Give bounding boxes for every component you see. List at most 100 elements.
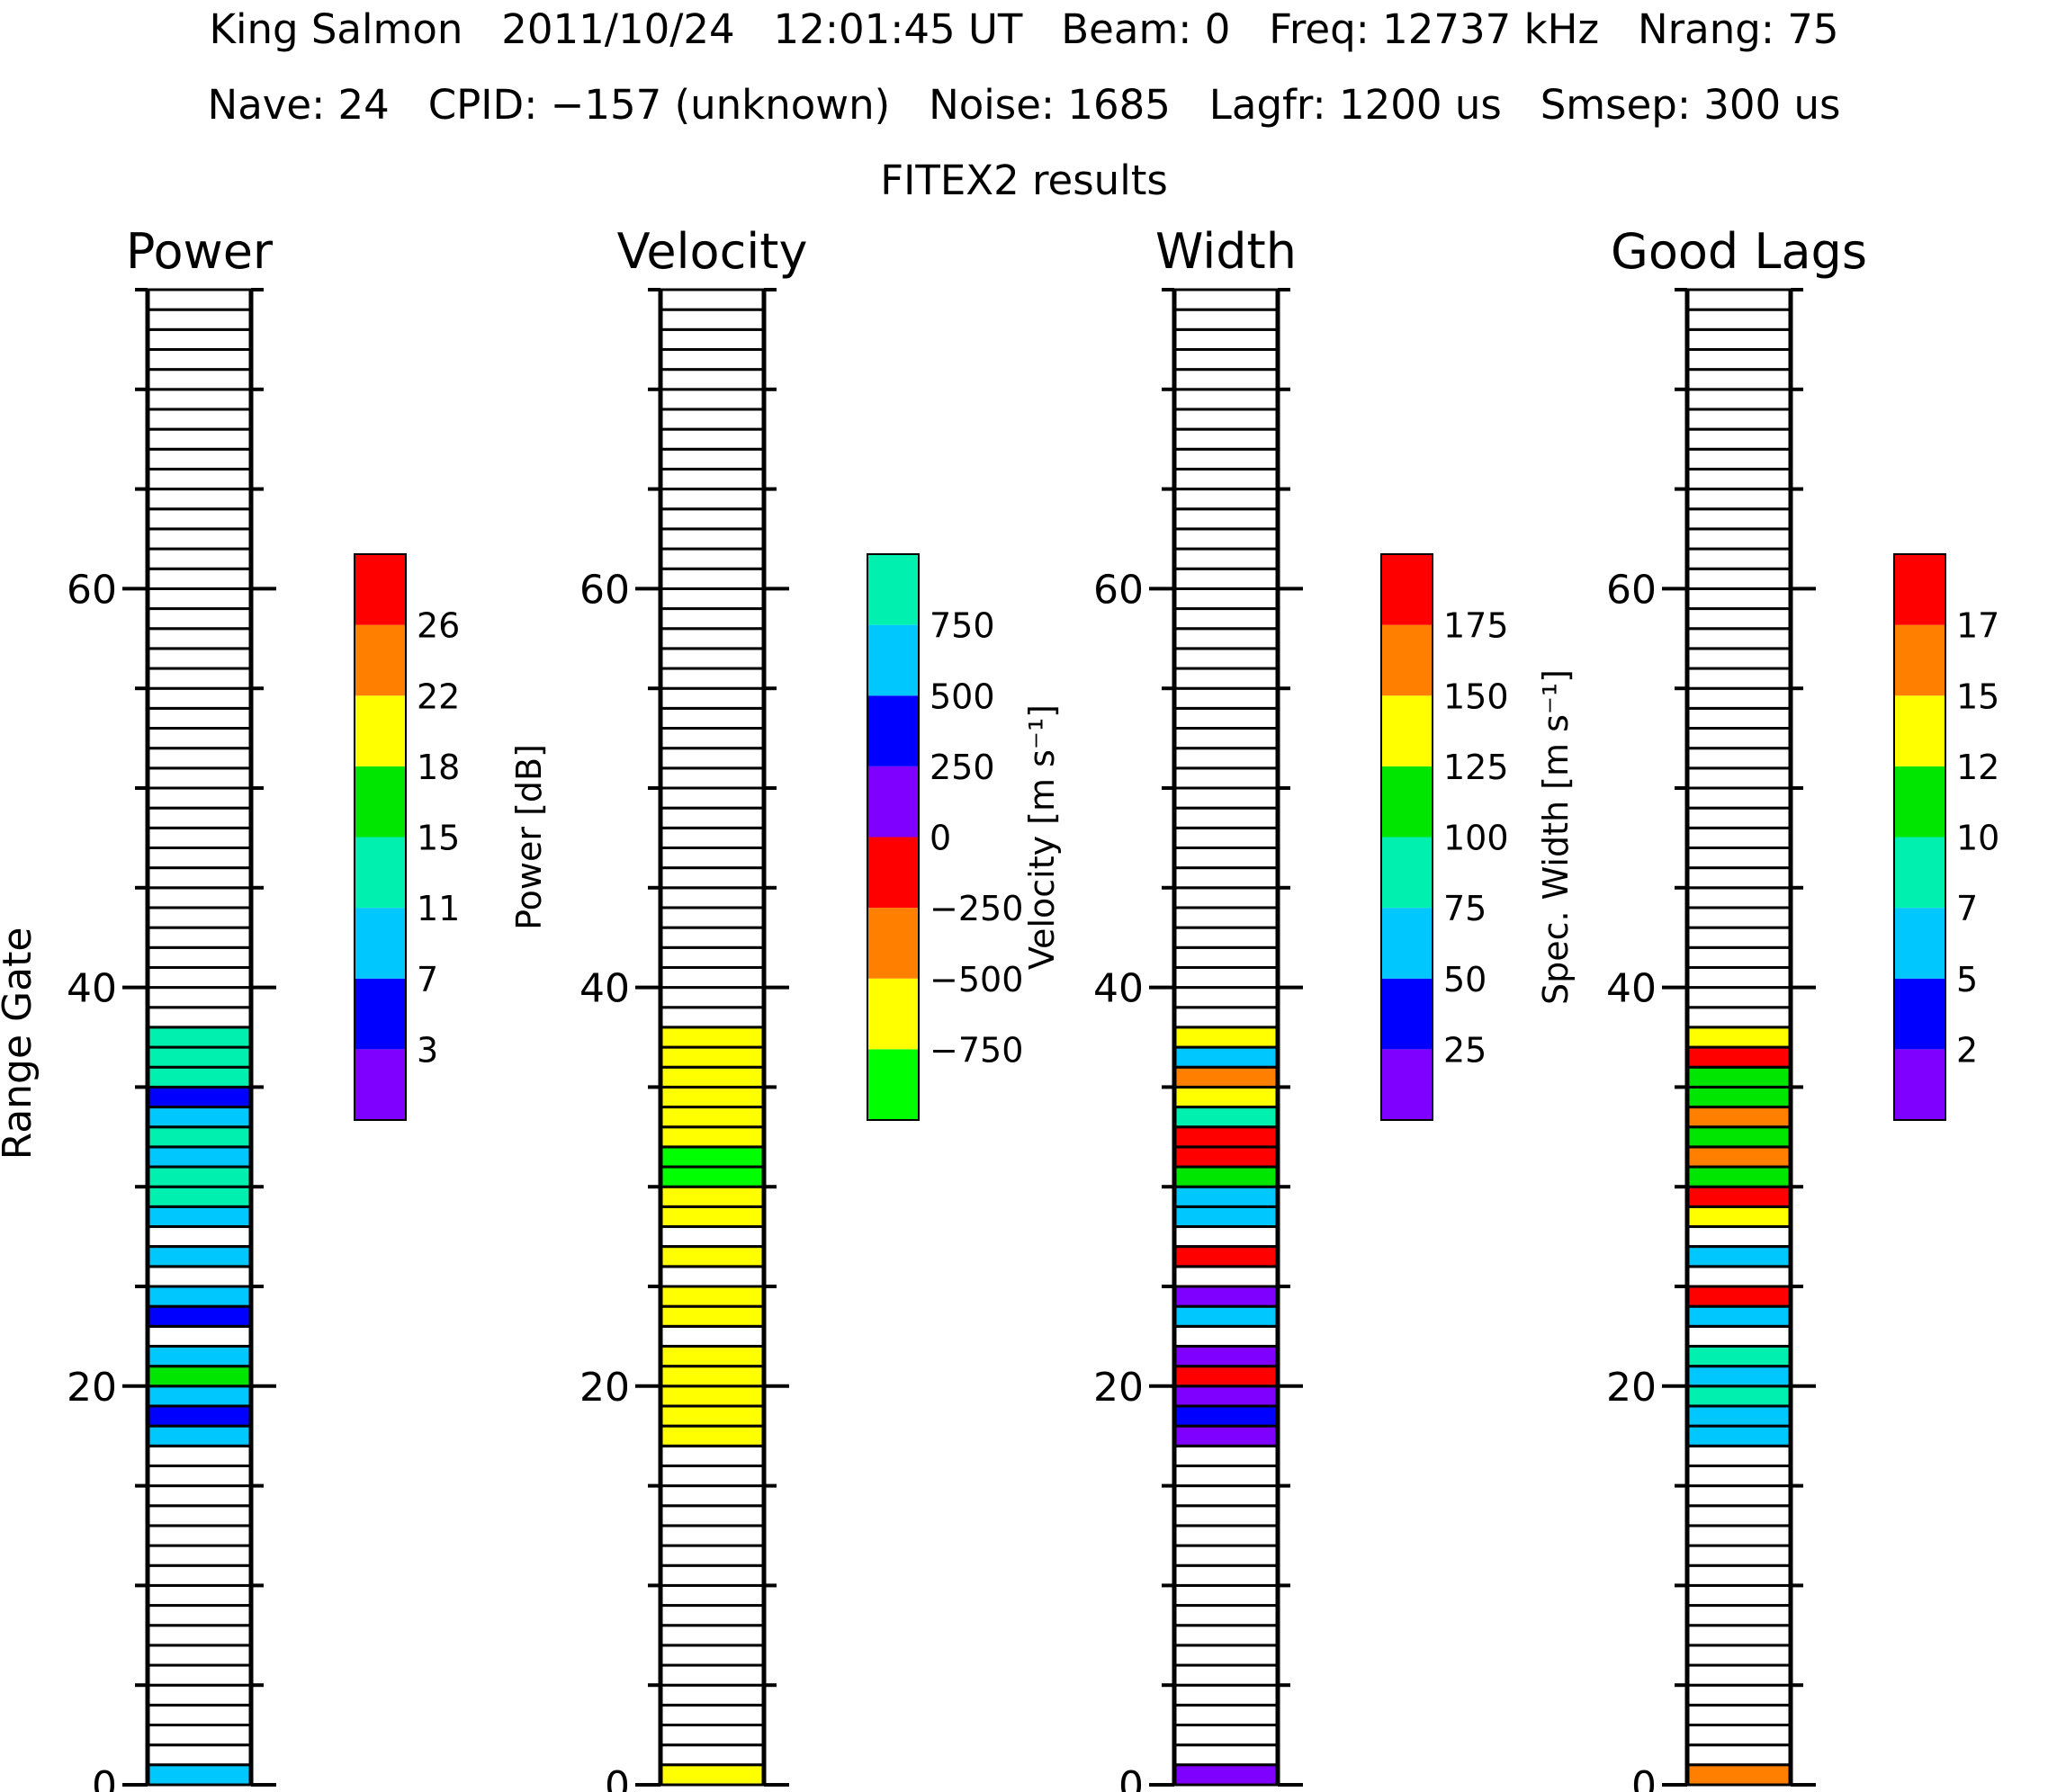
gate-cell-empty [1685,368,1792,391]
gate-cell-empty [1172,388,1280,411]
gate-cell-filled [1685,1285,1792,1308]
gate-cell-filled [1685,1344,1792,1368]
gate-cell-empty [1172,667,1280,690]
gate-cell-filled [1172,1125,1280,1149]
gate-cell-filled [659,1285,766,1308]
gate-cell-empty [146,786,253,810]
gate-cell-filled [1685,1245,1792,1268]
gate-cell-empty [1685,1724,1792,1747]
gate-cell-empty [1685,567,1792,590]
gate-cell-filled [146,1085,253,1109]
colorbar-bin [355,766,406,838]
gate-cell-filled [659,1085,766,1109]
gate-cell-filled [1685,1365,1792,1388]
gate-cell-empty [1685,1006,1792,1029]
gate-cell-empty [1685,388,1792,411]
gate-cell-empty [146,826,253,849]
gate-cell-empty [1685,1644,1792,1667]
colorbar-tick-label: 7 [417,960,438,999]
gate-cell-empty [659,1444,766,1467]
gate-cell-filled [1172,1404,1280,1428]
panel-width: Width 0 20 40 60 25 50 75 100 125 150 175 Spec. Widt… [1093,223,1576,1792]
colorbar-tick-label: 25 [1443,1030,1487,1070]
gate-cell-empty [659,607,766,631]
colorbar-label: Velocity [m s⁻¹] [1022,704,1062,970]
colorbar-tick-label: 125 [1443,748,1509,787]
gate-cell-empty [659,686,766,710]
gate-cell-empty [659,667,766,690]
gate-cell-filled [146,1304,253,1328]
gate-cell-empty [146,288,253,311]
gate-cell-filled [1685,1404,1792,1428]
gate-cell-empty [659,766,766,790]
gate-cell-empty [1685,1564,1792,1587]
gate-cell-empty [1172,1324,1280,1348]
colorbar-bin [1381,978,1433,1050]
gate-cell-empty [1685,467,1792,491]
gate-cell-filled [659,1344,766,1368]
gate-cell-empty [1685,727,1792,750]
gate-cell-empty [1172,327,1280,351]
gate-cell-filled [1685,1384,1792,1408]
gate-cell-empty [1685,1683,1792,1707]
gate-cell-filled [146,1145,253,1169]
colorbar-bin [1381,624,1433,696]
gate-cell-empty [146,1524,253,1547]
gate-cell-filled [1685,1424,1792,1447]
gate-cell-empty [1172,607,1280,631]
panel-power: Power 0 20 40 60 3 7 11 15 18 22 26 Power [dB] [67,223,549,1792]
gate-cell-empty [146,1624,253,1647]
colorbar-bin [867,978,919,1050]
colorbar-bin [867,1049,919,1120]
gate-cell-empty [1172,1006,1280,1029]
gate-cell-empty [659,627,766,650]
gate-cell-empty [659,986,766,1009]
gate-cell-empty [659,826,766,849]
gate-cell-empty [146,986,253,1009]
colorbar-bin [1894,554,1945,625]
gate-cell-empty [1685,1624,1792,1647]
gate-cell-empty [1172,706,1280,730]
gate-cell-empty [146,1644,253,1667]
gate-cell-filled [1172,1304,1280,1328]
gate-cell-empty [146,1583,253,1608]
gate-cell-empty [146,427,253,451]
gate-cell-empty [659,308,766,331]
gate-cell-filled [146,1763,253,1787]
gate-cell-empty [1172,1743,1280,1767]
colorbar-tick-label: 26 [417,606,460,646]
gate-cell-empty [146,727,253,750]
gate-cell-filled [146,1205,253,1229]
gate-cell-filled [1685,1065,1792,1089]
colorbar-bin [1381,908,1433,979]
panel-good-lags: Good Lags020406025710121517Good Lags [#] [1606,223,1999,1792]
gate-cell-empty [146,1006,253,1029]
y-tick-label: 20 [1606,1365,1657,1411]
y-tick-label: 40 [1093,966,1144,1012]
colorbar-tick-label: 100 [1443,819,1509,858]
gate-cell-empty [659,1604,766,1627]
colorbar-bin [1894,978,1945,1050]
gate-cell-filled [1172,1165,1280,1188]
colorbar-bin [1894,1049,1945,1120]
gate-cell-empty [659,886,766,909]
gate-cell-empty [659,587,766,611]
gate-cell-empty [146,686,253,710]
gate-cell-empty [659,1225,766,1249]
y-tick-label: 40 [67,966,117,1012]
colorbar-tick-label: 15 [1956,676,1999,716]
colorbar-label: Power [dB] [509,744,549,930]
gate-cell-empty [1172,926,1280,949]
gate-cell-empty [146,1484,253,1508]
gate-cell-empty [1685,866,1792,890]
colorbar-tick-label: 22 [417,676,460,716]
gate-cell-empty [1685,587,1792,611]
gate-cell-empty [659,427,766,451]
gate-cell-filled [1685,1026,1792,1049]
gate-cell-empty [1172,308,1280,331]
gate-cell-filled [1685,1085,1792,1109]
y-tick-label: 0 [92,1763,117,1792]
gate-cell-empty [1685,607,1792,631]
colorbar-tick-label: 5 [1956,960,1978,999]
gate-cell-filled [659,1026,766,1049]
